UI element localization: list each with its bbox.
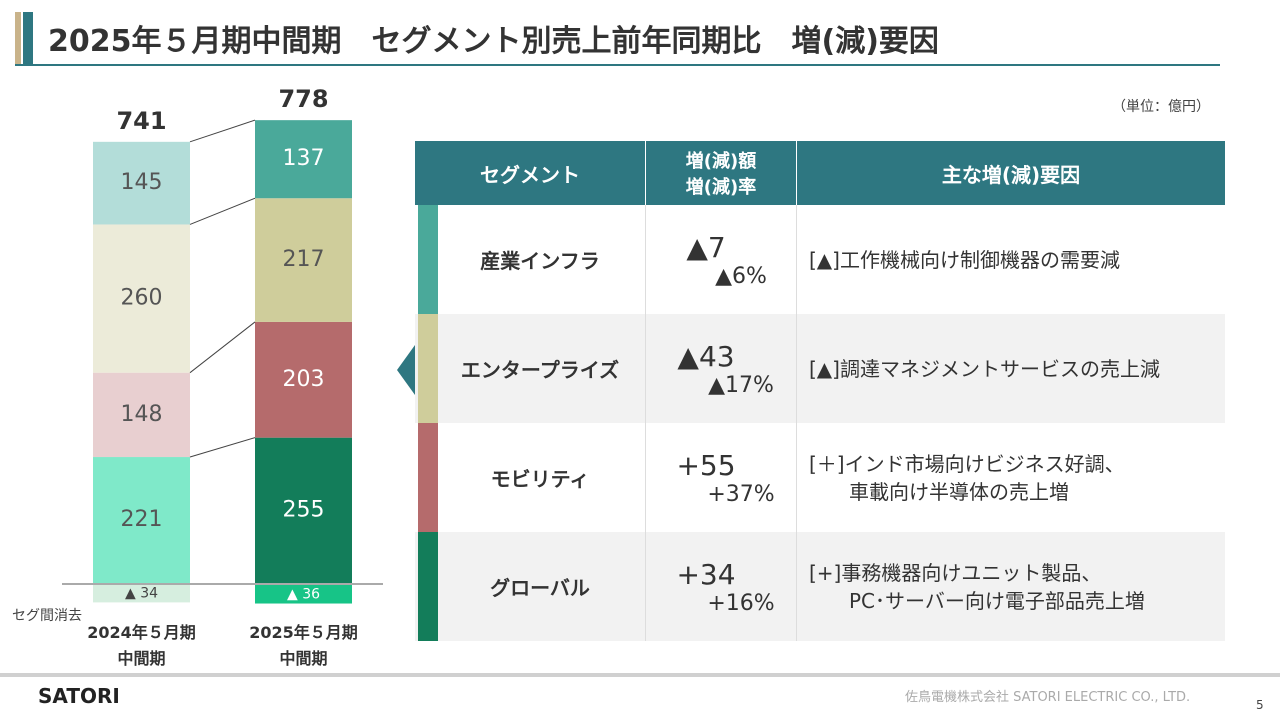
adjustment-name: セグ間消去: [12, 608, 82, 624]
title-rule: [15, 64, 1220, 66]
adjustment-bar: [255, 583, 352, 604]
change-amount: ▲7: [686, 230, 726, 264]
segment-name: エンタープライズ: [460, 358, 620, 382]
slide-title: 2025年５月期中間期 セグメント別売上前年同期比 増(減)要因: [48, 24, 939, 59]
change-cell: +34 +16%: [645, 532, 796, 641]
x-tick-line: 中間期: [279, 649, 327, 668]
reason-cell: [+]事務機器向けユニット製品、 PC･サーバー向け電子部品売上増: [796, 532, 1225, 641]
segment-table: セグメント 増(減)額 増(減)率 主な増(減)要因産業インフラ ▲7 ▲6% [▲]工作…: [415, 141, 1225, 641]
header-text: 増(減)額 増(減)率: [685, 151, 757, 198]
change-cell: +55 +37%: [645, 423, 796, 532]
reason-text: [▲]工作機械向け制御機器の需要減: [809, 247, 1120, 272]
x-tick-line: 2024年５月期: [87, 623, 196, 642]
x-tick-line: 中間期: [117, 649, 165, 668]
header-text: セグメント: [480, 162, 580, 187]
reason-text: [＋]インド市場向けビジネス好調、 車載向け半導体の売上増: [809, 451, 1125, 504]
header-text: 主な増(減)要因: [941, 162, 1081, 187]
change-rate: ▲17%: [708, 372, 774, 398]
segment-strip: [418, 532, 438, 641]
x-tick-line: 2025年５月期: [249, 623, 358, 642]
change-rate: +16%: [707, 590, 775, 616]
bar-segment: [93, 141, 190, 225]
segment-strip: [418, 423, 438, 532]
segment-strip: [418, 314, 438, 423]
header-cell: セグメント: [415, 141, 645, 205]
segment-name: モビリティ: [490, 467, 590, 491]
title-accent: [23, 12, 33, 64]
connector: [189, 119, 256, 143]
connector: [189, 197, 256, 225]
adjustment-label: ▲ 36: [287, 586, 320, 602]
x-tick-label: 2025年５月期中間期: [249, 623, 358, 668]
table-row: エンタープライズ ▲43 ▲17% [▲]調達マネジメントサービスの売上減: [415, 314, 1225, 423]
table-row: モビリティ +55 +37% [＋]インド市場向けビジネス好調、 車載向け半導体の売上…: [415, 423, 1225, 532]
pointer-arrow: [397, 345, 415, 395]
bar-segment: [93, 224, 190, 373]
change-cell: ▲7 ▲6%: [645, 205, 796, 314]
bar-segment: [255, 437, 352, 583]
bar-segment: [93, 457, 190, 583]
bar-segment: [255, 120, 352, 199]
header-cell: 増(減)額 増(減)率: [645, 141, 796, 205]
table-row: グローバル +34 +16% [+]事務機器向けユニット製品、 PC･サーバー向け電子…: [415, 532, 1225, 641]
change-amount: +34: [676, 557, 736, 591]
segment-label: 255: [283, 497, 325, 522]
company-name: 佐鳥電機株式会社 SATORI ELECTRIC CO., LTD.: [905, 690, 1191, 705]
change-rate: +37%: [707, 481, 775, 507]
table-header: セグメント 増(減)額 増(減)率 主な増(減)要因: [415, 141, 1225, 205]
segment-label: 145: [121, 170, 163, 195]
reason-cell: [＋]インド市場向けビジネス好調、 車載向け半導体の売上増: [796, 423, 1225, 532]
segment-label: 148: [121, 402, 163, 427]
bar-segment: [93, 372, 190, 458]
bar-segment: [255, 321, 352, 438]
segment-name: 産業インフラ: [480, 249, 600, 273]
connector: [189, 437, 256, 458]
adjustment-label: ▲ 34: [125, 586, 158, 602]
segment-label: 203: [283, 367, 325, 392]
unit-note: （単位：億円）: [1112, 99, 1210, 115]
footer-rule: [0, 673, 1280, 677]
segment-label: 217: [283, 247, 325, 272]
segment-strip: [418, 205, 438, 314]
reason-text: [+]事務機器向けユニット製品、 PC･サーバー向け電子部品売上増: [809, 560, 1145, 613]
segment-label: 260: [121, 286, 163, 311]
table-row: 産業インフラ ▲7 ▲6% [▲]工作機械向け制御機器の需要減: [415, 205, 1225, 314]
total-label: 741: [116, 107, 166, 135]
segment-cell: エンタープライズ: [415, 314, 645, 423]
change-amount: +55: [676, 448, 736, 482]
header-cell: 主な増(減)要因: [796, 141, 1225, 205]
change-rate: ▲6%: [715, 263, 767, 289]
reason-cell: [▲]調達マネジメントサービスの売上減: [796, 314, 1225, 423]
change-amount: ▲43: [677, 339, 735, 373]
x-tick-label: 2024年５月期中間期: [87, 623, 196, 668]
segment-cell: モビリティ: [415, 423, 645, 532]
title-accent: [15, 12, 21, 64]
total-label: 778: [278, 85, 328, 113]
page-number: 5: [1256, 698, 1264, 712]
connector: [189, 321, 256, 374]
bar-segment: [255, 198, 352, 322]
adjustment-bar: [93, 583, 190, 603]
segment-cell: グローバル: [415, 532, 645, 641]
segment-label: 221: [121, 507, 163, 532]
segment-label: 137: [283, 146, 325, 171]
segment-cell: 産業インフラ: [415, 205, 645, 314]
segment-name: グローバル: [490, 576, 590, 600]
change-cell: ▲43 ▲17%: [645, 314, 796, 423]
reason-text: [▲]調達マネジメントサービスの売上減: [809, 356, 1160, 381]
logo: SATORI: [38, 684, 120, 708]
reason-cell: [▲]工作機械向け制御機器の需要減: [796, 205, 1225, 314]
